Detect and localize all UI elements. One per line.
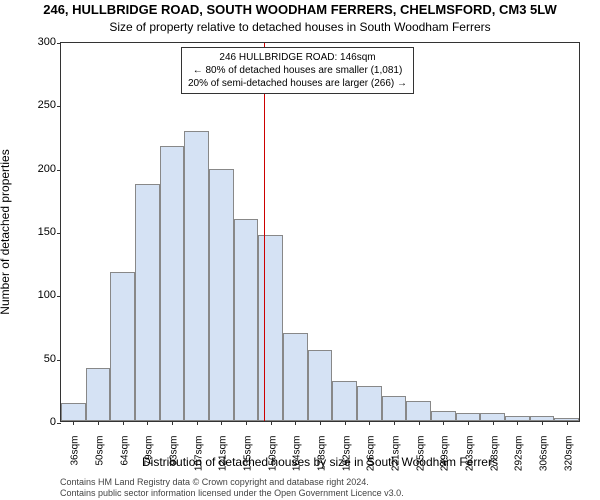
x-tick [493,421,494,425]
x-tick [369,421,370,425]
x-tick [98,421,99,425]
x-tick [271,421,272,425]
y-tick [57,360,61,361]
histogram-bar [160,146,185,421]
x-tick [517,421,518,425]
x-tick [542,421,543,425]
histogram-bar [234,219,259,421]
histogram-bar [86,368,111,421]
x-tick-label: 263sqm [465,436,476,486]
x-tick [246,421,247,425]
x-tick-label: 79sqm [144,436,155,486]
x-tick [295,421,296,425]
x-tick [73,421,74,425]
histogram-bar [406,401,431,421]
histogram-plot: 246 HULLBRIDGE ROAD: 146sqm ← 80% of det… [60,42,580,422]
x-tick-label: 50sqm [95,436,106,486]
marker-line [264,43,265,421]
x-tick [172,421,173,425]
x-tick [468,421,469,425]
y-tick [57,296,61,297]
x-tick [567,421,568,425]
info-line: ← 80% of detached houses are smaller (1,… [188,64,407,77]
histogram-bar [61,403,86,421]
x-tick-label: 36sqm [70,436,81,486]
histogram-bar [431,411,456,421]
y-tick [57,170,61,171]
x-tick-label: 135sqm [243,436,254,486]
histogram-bar [456,413,481,421]
histogram-bar [357,386,382,421]
y-tick [57,233,61,234]
page-title: 246, HULLBRIDGE ROAD, SOUTH WOODHAM FERR… [0,2,600,17]
y-tick [57,106,61,107]
footer-line: Contains public sector information licen… [60,488,580,498]
x-tick-label: 150sqm [267,436,278,486]
histogram-bar [332,381,357,421]
histogram-bar [308,350,333,421]
x-tick [147,421,148,425]
x-tick-label: 278sqm [489,436,500,486]
y-tick-label: 150 [6,226,56,238]
y-tick-label: 50 [6,353,56,365]
x-tick-label: 64sqm [119,436,130,486]
histogram-bar [258,235,283,421]
x-tick-label: 121sqm [218,436,229,486]
x-tick-label: 221sqm [391,436,402,486]
x-tick [443,421,444,425]
x-tick-label: 164sqm [292,436,303,486]
y-tick-label: 0 [6,416,56,428]
marker-info-box: 246 HULLBRIDGE ROAD: 146sqm ← 80% of det… [181,47,414,94]
x-tick-label: 235sqm [415,436,426,486]
y-tick-label: 200 [6,163,56,175]
x-tick [345,421,346,425]
histogram-bar [209,169,234,421]
x-tick [320,421,321,425]
histogram-bar [382,396,407,421]
y-tick [57,43,61,44]
info-line: 246 HULLBRIDGE ROAD: 146sqm [188,51,407,64]
x-tick-label: 249sqm [440,436,451,486]
y-tick-label: 300 [6,36,56,48]
histogram-bar [110,272,135,421]
x-tick-label: 178sqm [317,436,328,486]
x-tick [197,421,198,425]
x-tick-label: 206sqm [366,436,377,486]
x-tick [123,421,124,425]
x-tick [394,421,395,425]
x-tick [419,421,420,425]
info-line: 20% of semi-detached houses are larger (… [188,77,407,90]
y-tick [57,423,61,424]
x-tick-label: 292sqm [514,436,525,486]
x-tick [221,421,222,425]
histogram-bar [283,333,308,421]
x-tick-label: 93sqm [169,436,180,486]
y-tick-label: 250 [6,99,56,111]
y-tick-label: 100 [6,289,56,301]
histogram-bar [184,131,209,421]
subtitle: Size of property relative to detached ho… [0,20,600,34]
x-tick-label: 107sqm [193,436,204,486]
x-tick-label: 320sqm [563,436,574,486]
histogram-bar [135,184,160,421]
x-tick-label: 192sqm [341,436,352,486]
histogram-bar [480,413,505,421]
x-tick-label: 306sqm [539,436,550,486]
